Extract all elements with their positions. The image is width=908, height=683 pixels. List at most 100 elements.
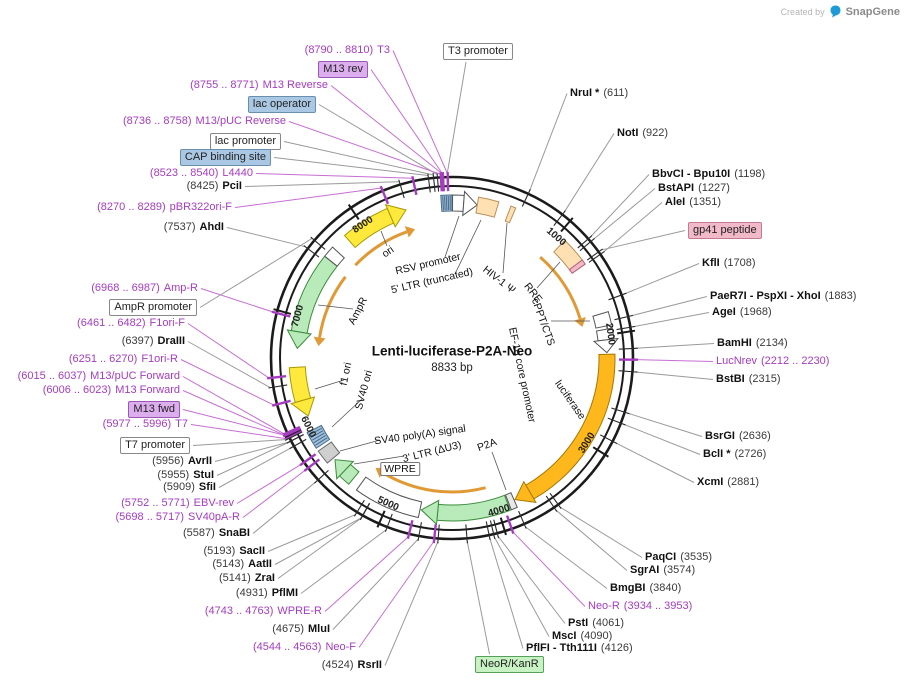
primer-position: (4544 .. 4563) [252, 641, 322, 653]
primer-label-m13-fwd[interactable]: M13 fwd [128, 401, 180, 418]
callout-line [214, 441, 289, 462]
primer-label-lucnrev[interactable]: LucNrev (2212 .. 2230) [716, 355, 829, 368]
callout-line [180, 359, 275, 406]
site-tick-mark [618, 370, 638, 373]
site-tick-mark [271, 310, 291, 318]
primer-label-t7[interactable]: (5977 .. 5996) T7 [103, 418, 188, 431]
enzyme-label-bstapi[interactable]: BstAPI (1227) [658, 182, 730, 195]
primer-name: Neo-R [588, 600, 620, 612]
enzyme-label-psti[interactable]: PstI (4061) [568, 617, 624, 630]
enzyme-position: (922) [642, 127, 669, 139]
feature-P2A [504, 492, 518, 511]
feature-label-t7-promoter[interactable]: T7 promoter [120, 437, 190, 454]
enzyme-name: ZraI [254, 572, 275, 584]
callout-line [273, 157, 429, 177]
enzyme-label-rsrii[interactable]: (4524) RsrII [322, 659, 382, 672]
feature-label-ampr-promoter[interactable]: AmpR promoter [109, 299, 197, 316]
primer-label-ebv-rev[interactable]: (5752 .. 5771) EBV-rev [121, 497, 234, 510]
enzyme-label-pcii[interactable]: (8425) PciI [187, 180, 242, 193]
primer-label-m13-puc-reverse[interactable]: (8736 .. 8758) M13/pUC Reverse [123, 115, 286, 128]
feature-label-neor-kanr[interactable]: NeoR/KanR [475, 656, 544, 673]
enzyme-label-ahdi[interactable]: (7537) AhdI [164, 221, 224, 234]
callout-line [283, 141, 434, 176]
enzyme-label-kfli[interactable]: KflI (1708) [702, 257, 756, 270]
enzyme-label-mlui[interactable]: (4675) MluI [272, 623, 330, 636]
primer-label-neo-f[interactable]: (4544 .. 4563) Neo-F [253, 641, 356, 654]
enzyme-label-xcmi[interactable]: XcmI (2881) [697, 476, 759, 489]
enzyme-name: SacII [239, 545, 265, 557]
site-tick-mark [282, 425, 301, 436]
enzyme-label-agei[interactable]: AgeI (1968) [712, 306, 772, 319]
enzyme-label-bbvci-bpu10i[interactable]: BbvCI - Bpu10I (1198) [652, 168, 765, 181]
primer-label-sv40pa-r[interactable]: (5698 .. 5717) SV40pA-R [116, 511, 240, 524]
primer-label-wpre-r[interactable]: (4743 .. 4763) WPRE-R [205, 605, 322, 618]
feature-label-wpre[interactable]: WPRE [380, 462, 420, 476]
primer-label-neo-r[interactable]: Neo-R (3934 .. 3953) [588, 600, 692, 613]
enzyme-position: (3574) [663, 564, 696, 576]
enzyme-label-zrai[interactable]: (5141) ZraI [219, 572, 275, 585]
primer-label-m13-puc-forward[interactable]: (6015 .. 6037) M13/pUC Forward [18, 370, 180, 383]
primer-label-f1ori-f[interactable]: (6461 .. 6482) F1ori-F [77, 317, 185, 330]
enzyme-label-pflfi-tth111i[interactable]: PflFI - Tth111I (4126) [526, 642, 633, 655]
enzyme-label-noti[interactable]: NotI (922) [617, 127, 668, 140]
enzyme-position: (2726) [734, 448, 767, 460]
enzyme-label-paer7i-pspxi-xhoi[interactable]: PaeR7I - PspXI - XhoI (1883) [710, 290, 856, 303]
primer-label-m13-reverse[interactable]: (8755 .. 8771) M13 Reverse [190, 79, 328, 92]
feature-label-t3-promoter[interactable]: T3 promoter [443, 43, 513, 60]
primer-label-f1ori-r[interactable]: (6251 .. 6270) F1ori-R [69, 353, 178, 366]
enzyme-label-sacii[interactable]: (5193) SacII [204, 545, 265, 558]
scale-tick-mark [376, 510, 386, 528]
feature-pointer-lines [314, 215, 590, 491]
enzyme-label-bstbi[interactable]: BstBI (2315) [716, 373, 781, 386]
enzyme-label-draiii[interactable]: (6397) DraIII [122, 335, 185, 348]
enzyme-position: (7537) [163, 221, 196, 233]
plasmid-title: Lenti-luciferase-P2A-Neo [371, 343, 533, 359]
enzyme-label-bsrgi[interactable]: BsrGI (2636) [705, 430, 771, 443]
enzyme-label-bamhi[interactable]: BamHI (2134) [717, 337, 788, 350]
enzyme-label-bcli[interactable]: BclI * (2726) [703, 448, 766, 461]
feature-label-lac-promoter[interactable]: lac promoter [209, 133, 281, 150]
primer-label-amp-r[interactable]: (6968 .. 6987) Amp-R [91, 282, 198, 295]
callout-line [182, 390, 286, 436]
feature-pointer-line [353, 455, 405, 465]
enzyme-label-paqci[interactable]: PaqCI (3535) [645, 551, 712, 564]
primer-position: (6015 .. 6037) [17, 370, 87, 382]
feature-label-gp41-peptide[interactable]: gp41 peptide [688, 222, 762, 239]
enzyme-label-snabi[interactable]: (5587) SnaBI [183, 527, 250, 540]
enzyme-label-aatii[interactable]: (5143) AatII [212, 558, 272, 571]
enzyme-position: (4061) [592, 617, 624, 629]
feature-label-lac-operator[interactable]: lac operator [247, 96, 316, 113]
enzyme-label-nrui[interactable]: NruI * (611) [570, 87, 628, 100]
primer-label-l4440[interactable]: (8523 .. 8540) L4440 [150, 167, 253, 180]
primer-label-pbr322ori-f[interactable]: (8270 .. 8289) pBR322ori-F [97, 201, 232, 214]
feature-label-text: CAP binding site [184, 151, 266, 163]
primer-label-t3[interactable]: (8790 .. 8810) T3 [305, 44, 390, 57]
site-tick-mark [439, 172, 443, 192]
enzyme-name: PaeR7I - PspXI - XhoI [710, 290, 821, 302]
enzyme-label-alei[interactable]: AleI (1351) [665, 196, 721, 209]
feature-label-cap-binding-site[interactable]: CAP binding site [179, 149, 271, 166]
primer-label-m13-forward[interactable]: (6006 .. 6023) M13 Forward [43, 384, 180, 397]
callout-line [324, 536, 409, 612]
callout-line [466, 541, 490, 655]
enzyme-label-sgrai[interactable]: SgrAI (3574) [630, 564, 695, 577]
enzyme-position: (2134) [755, 337, 788, 349]
site-tick-mark [549, 492, 562, 509]
primer-name: Neo-F [325, 641, 356, 653]
enzyme-label-avrii[interactable]: (5956) AvrII [152, 455, 212, 468]
enzyme-label-msci[interactable]: MscI (4090) [552, 630, 612, 643]
scale-tick-mark [592, 446, 609, 458]
callout-line [216, 441, 289, 476]
site-tick-mark [489, 520, 496, 540]
enzyme-name: KflI [702, 257, 720, 269]
enzyme-label-sfii[interactable]: (5909) SfiI [163, 481, 216, 494]
enzyme-label-bmgbi[interactable]: BmgBI (3840) [610, 582, 681, 595]
feature-AmpR promoter [323, 246, 345, 267]
primer-name: L4440 [222, 167, 253, 179]
enzyme-position: (1883) [824, 290, 857, 302]
primer-label-m13-rev[interactable]: M13 rev [318, 61, 368, 78]
enzyme-label-pflmi[interactable]: (4931) PflMI [236, 587, 298, 600]
scale-tick-mark [273, 308, 292, 315]
feature-pointer-line [339, 439, 381, 452]
enzyme-label-stui[interactable]: (5955) StuI [157, 469, 214, 482]
